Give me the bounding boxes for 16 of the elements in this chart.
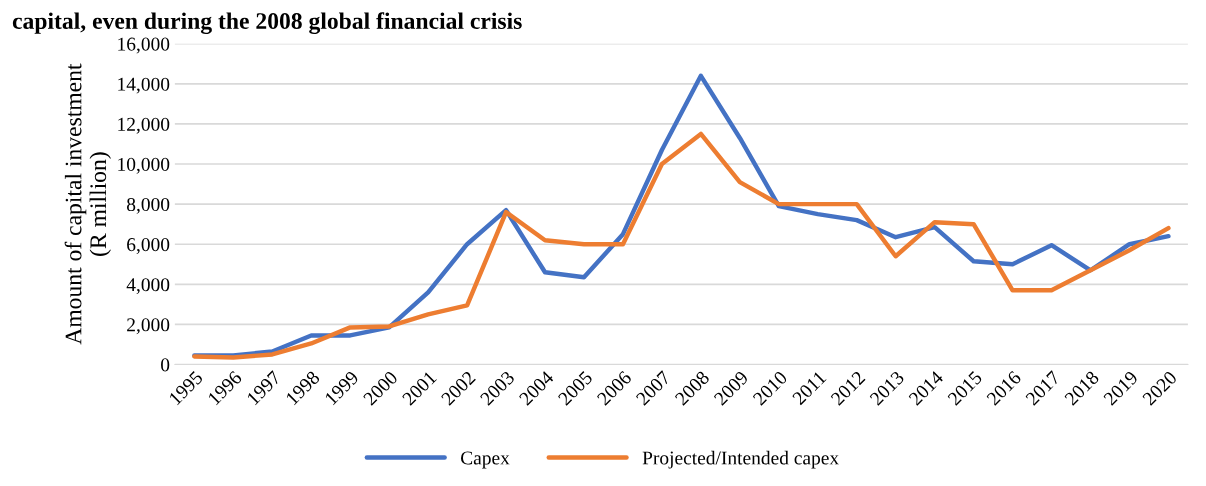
x-tick-label: 2011	[791, 370, 827, 406]
y-tick-label: 16,000	[118, 37, 170, 54]
y-tick-label: 10,000	[118, 157, 170, 174]
chart-title: capital, even during the 2008 global financial crisis	[12, 12, 522, 34]
y-tick-label: 8,000	[127, 197, 170, 214]
y-axis-title: Amount of capital investment (R million)	[64, 63, 111, 345]
line-series	[192, 131, 1171, 360]
y-tick-label: 0	[161, 358, 170, 372]
y-tick-label: 2,000	[127, 318, 170, 335]
x-tick-label: 1999	[324, 370, 360, 406]
y-tick-label: 12,000	[118, 117, 170, 134]
y-tick-label: 4,000	[126, 278, 170, 295]
y-tick-label: 14,000	[118, 77, 170, 94]
legend-label: Projected/Intended capex	[642, 450, 839, 469]
legend-label: Capex	[460, 451, 510, 469]
y-tick-label: 6,000	[127, 238, 170, 254]
